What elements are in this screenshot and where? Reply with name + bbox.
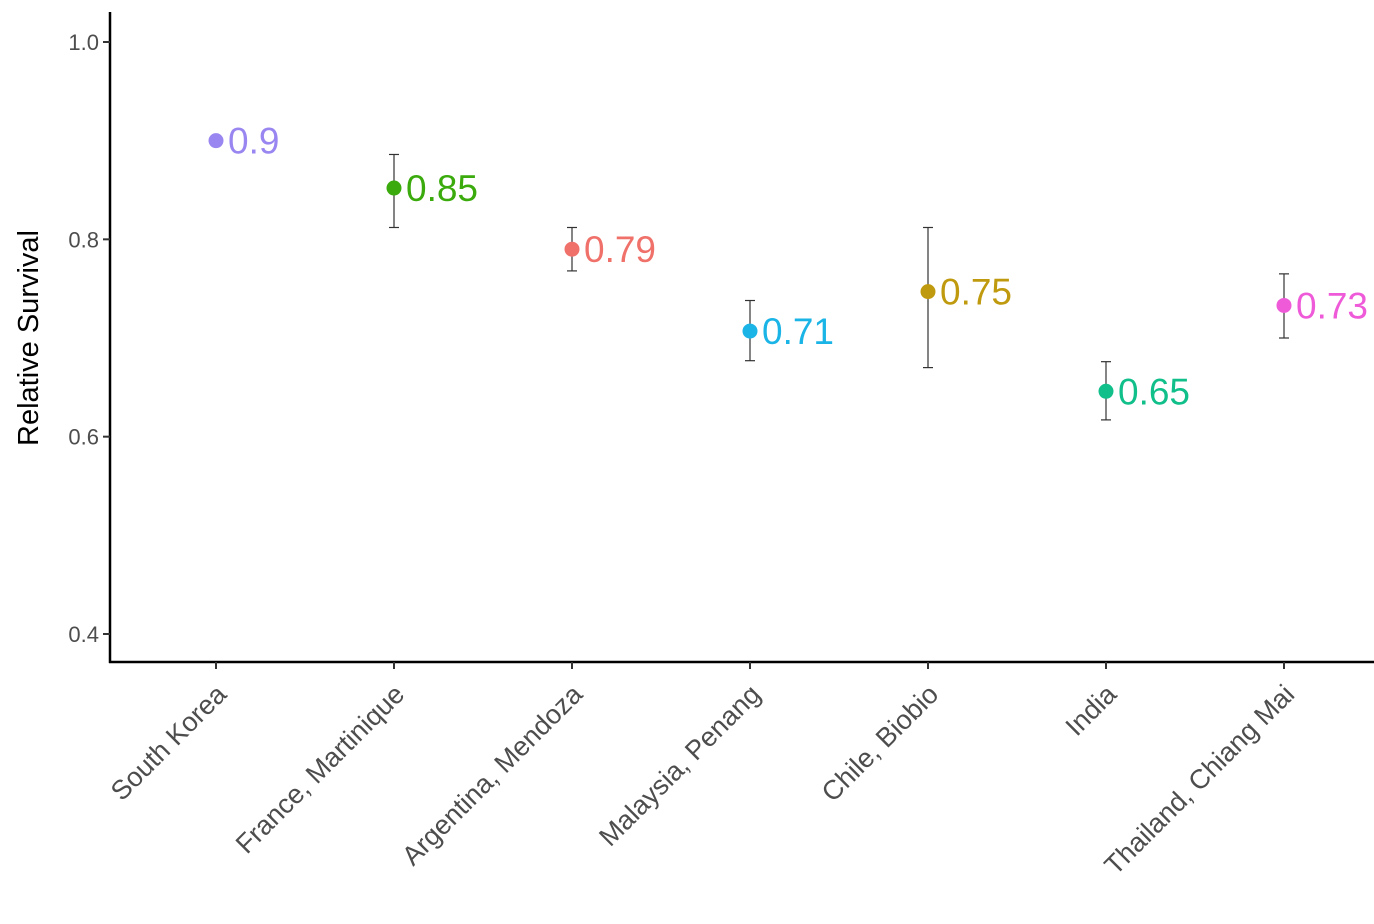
data-point (920, 284, 936, 300)
data-point-group: 0.85 (386, 153, 478, 229)
x-tick-label: Malaysia, Penang (593, 679, 766, 852)
data-point (742, 323, 758, 339)
x-tick-label: France, Martinique (230, 679, 410, 859)
data-point-group: 0.65 (1098, 361, 1190, 421)
data-point (564, 241, 580, 257)
data-point (1276, 297, 1292, 313)
x-tick-label: India (1060, 678, 1123, 741)
data-label: 0.75 (940, 272, 1012, 313)
data-label: 0.71 (762, 311, 834, 352)
data-point-group: 0.71 (742, 299, 834, 362)
x-tick-label: Thailand, Chiang Mai (1099, 679, 1301, 881)
x-tick-label: Chile, Biobio (816, 679, 944, 807)
data-point (1098, 383, 1114, 399)
data-label: 0.73 (1296, 285, 1368, 326)
data-label: 0.9 (228, 121, 279, 162)
data-point-group: 0.9 (208, 121, 279, 162)
axes (108, 12, 1374, 664)
x-tick-label: Argentina, Mendoza (396, 678, 589, 871)
data-point (208, 133, 224, 149)
data-label: 0.79 (584, 229, 656, 270)
data-label: 0.85 (406, 168, 478, 209)
data-point-group: 0.75 (920, 226, 1012, 369)
data-point (386, 180, 402, 196)
y-tick-label: 0.4 (68, 622, 99, 647)
y-tick-label: 0.8 (68, 227, 99, 252)
x-tick-label: South Korea (105, 678, 233, 806)
data-label: 0.65 (1118, 371, 1190, 412)
y-ticks: 0.4 0.6 0.8 1.0 (68, 30, 110, 647)
data-marks: 0.9 0.85 0.79 0.71 0.75 0.65 0.73 (208, 121, 1368, 421)
y-tick-label: 0.6 (68, 425, 99, 450)
y-axis-title: Relative Survival (13, 230, 45, 446)
y-tick-label: 1.0 (68, 30, 99, 55)
data-point-group: 0.73 (1276, 273, 1368, 339)
data-point-group: 0.79 (564, 226, 656, 272)
